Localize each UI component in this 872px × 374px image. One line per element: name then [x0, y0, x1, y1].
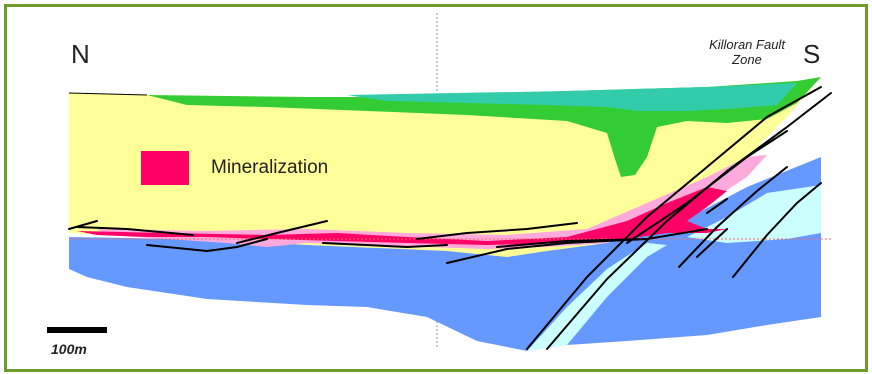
fault-trace [696, 228, 728, 258]
scale-bar [47, 327, 107, 333]
fault-trace [526, 86, 822, 350]
fault-zone-label: Killoran Fault Zone [709, 37, 785, 67]
geologic-cross-section [68, 13, 832, 351]
fault-lines [68, 86, 832, 350]
cyan-fault-sliver [527, 243, 667, 351]
fault-trace [68, 220, 98, 230]
scale-label: 100m [51, 341, 87, 357]
fault-trace [496, 228, 708, 248]
basement-blue-unit [69, 157, 821, 351]
fault-trace [322, 242, 448, 249]
cyan-altered-basement [687, 185, 821, 243]
fault-trace [626, 130, 788, 244]
fault-trace [146, 238, 268, 253]
cross-section-frame: N Killoran Fault Zone S Mineralization 1… [4, 4, 868, 372]
topographic-surface [68, 92, 148, 96]
teal-cover-unit [347, 83, 797, 111]
legend-mineralization-label: Mineralization [211, 157, 329, 178]
fault-trace [236, 220, 328, 244]
fault-trace [76, 226, 194, 236]
fault-trace [678, 166, 788, 268]
legend-mineralization-swatch [141, 151, 189, 185]
south-label: S [803, 39, 821, 69]
fault-trace [706, 198, 728, 214]
north-label: N [71, 39, 90, 69]
pink-alteration-halo [97, 155, 767, 249]
fault-trace [732, 182, 822, 278]
fault-trace [416, 222, 578, 240]
